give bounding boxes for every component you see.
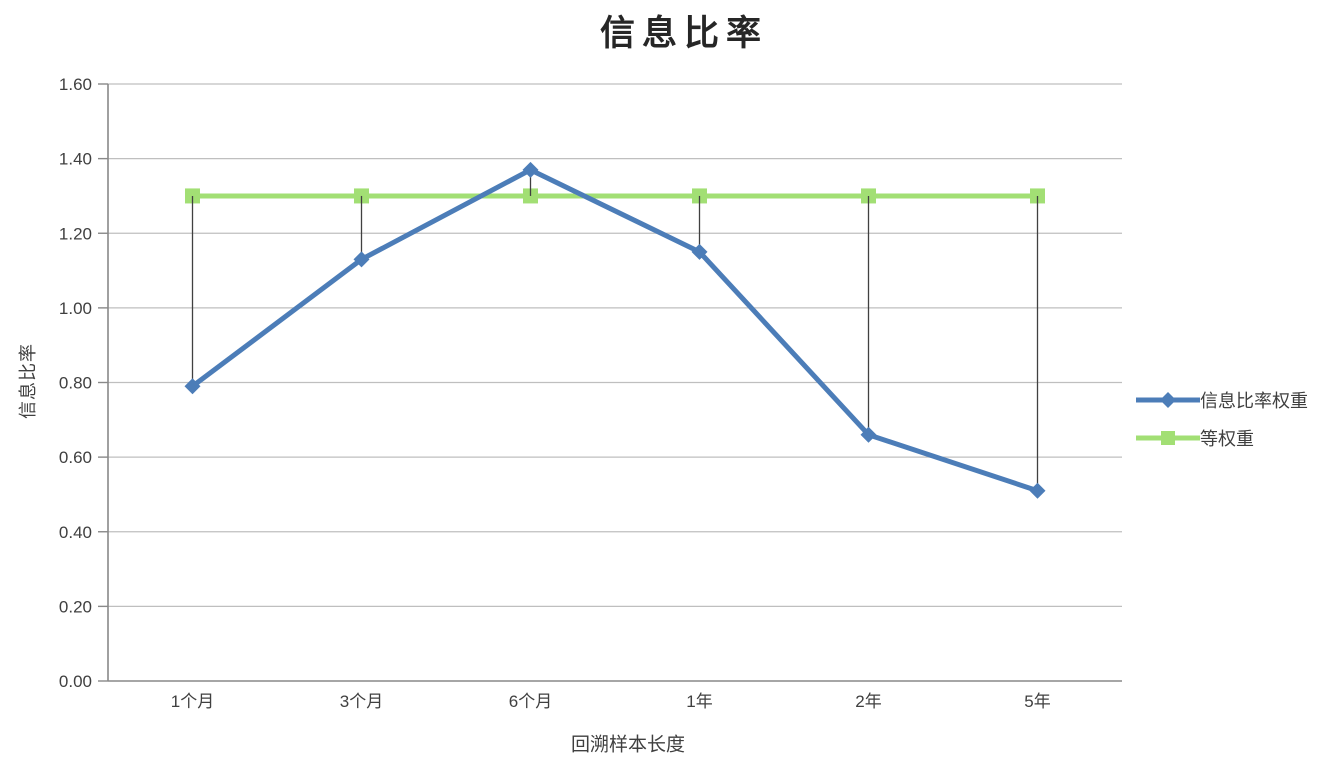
y-tick-label: 0.80: [59, 374, 92, 393]
legend-label-series-0: 信息比率权重: [1200, 391, 1308, 411]
x-tick-label: 1个月: [171, 692, 214, 711]
y-tick-label: 0.40: [59, 523, 92, 542]
legend: 信息比率权重 等权重: [1136, 388, 1308, 464]
y-tick-label: 1.20: [59, 224, 92, 243]
legend-diamond-icon: [1160, 392, 1176, 408]
marker-diamond: [1029, 482, 1046, 499]
y-tick-label: 0.00: [59, 672, 92, 691]
x-tick-label: 1年: [686, 692, 712, 711]
series-line-info-ratio-weight: [190, 167, 1040, 494]
marker-diamond: [353, 251, 370, 268]
marker-diamond: [522, 161, 539, 178]
x-tick-label: 5年: [1024, 692, 1050, 711]
legend-item-series-1: 等权重: [1136, 426, 1308, 450]
marker-diamond: [860, 426, 877, 443]
legend-label-series-1: 等权重: [1200, 429, 1254, 449]
x-tick-label: 3个月: [340, 692, 383, 711]
y-tick-label: 0.60: [59, 448, 92, 467]
x-axis-title: 回溯样本长度: [570, 734, 686, 756]
y-tick-label: 0.20: [59, 597, 92, 616]
legend-swatch-line-square-icon: [1136, 431, 1200, 445]
legend-swatch-line-diamond-icon: [1136, 392, 1200, 408]
legend-square-icon: [1161, 431, 1175, 445]
legend-item-series-0: 信息比率权重: [1136, 388, 1308, 412]
y-tick-label: 1.60: [59, 75, 92, 94]
marker-diamond: [184, 378, 201, 395]
marker-diamond: [691, 243, 708, 260]
chart-title: 信息比率: [599, 14, 769, 53]
x-tick-label: 2年: [855, 692, 881, 711]
y-tick-label: 1.00: [59, 299, 92, 318]
x-tick-label: 6个月: [509, 692, 552, 711]
y-tick-label: 1.40: [59, 150, 92, 169]
